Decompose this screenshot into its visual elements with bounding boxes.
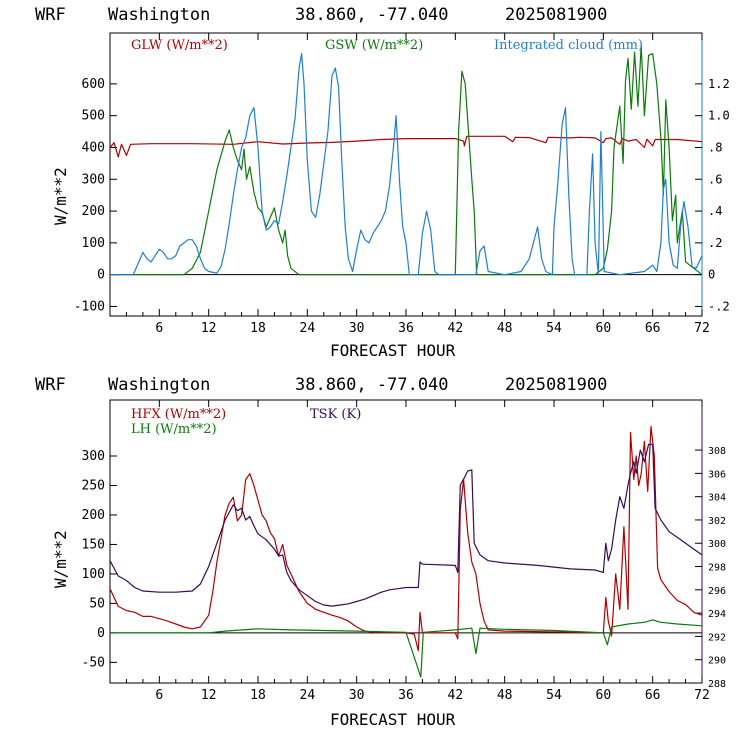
bottom-chart-series [109, 425, 703, 678]
top-chart-ticks: 6 12 18 24 30 36 42 48 54 60 66 72 -100 0 100 200 300 400… [74, 33, 730, 336]
legend-gsw: GSW (W/m**2) [325, 38, 423, 53]
x-tick-label: 6 [155, 688, 163, 703]
x-tick-label: 12 [201, 688, 217, 703]
y2-tick-label: 304 [708, 493, 726, 504]
x-tick-label: 72 [694, 688, 710, 703]
series-line-hfx [109, 425, 703, 652]
series-line-lh [110, 619, 703, 678]
bottom-chart-ylabel: W/m**2 [51, 530, 70, 588]
top-coords-label: 38.860, -77.040 [295, 5, 449, 25]
y-tick-label: 100 [82, 567, 105, 582]
bottom-chart: 6 12 18 24 30 36 42 48 54 60 66 72 -50 0 50 100 150 200 25… [51, 399, 726, 729]
x-tick-label: 42 [448, 321, 464, 336]
x-tick-label: 60 [596, 321, 612, 336]
y-tick-label: 100 [82, 236, 105, 251]
y-tick-label: 250 [82, 478, 105, 493]
y2-tick-label: 0 [708, 268, 715, 282]
x-tick-label: 24 [300, 688, 316, 703]
top-location-label: Washington [108, 5, 210, 25]
bottom-init-label: 2025081900 [505, 375, 607, 395]
x-tick-label: 24 [300, 321, 316, 336]
bottom-coords-label: 38.860, -77.040 [295, 375, 449, 395]
y2-tick-label: 306 [708, 469, 726, 480]
x-tick-label: 6 [155, 321, 163, 336]
x-tick-label: 42 [448, 688, 464, 703]
x-tick-label: 60 [596, 688, 612, 703]
y2-tick-label: .6 [708, 172, 722, 186]
legend-hfx: HFX (W/m**2) [131, 407, 226, 422]
top-header: WRF Washington 38.860, -77.040 202508190… [35, 5, 607, 25]
x-tick-label: 54 [546, 321, 562, 336]
x-tick-label: 12 [201, 321, 217, 336]
y-tick-label: 50 [89, 596, 105, 611]
y2-tick-label: .8 [708, 140, 722, 154]
y2-tick-label: 1.0 [708, 109, 730, 123]
x-tick-label: 18 [250, 688, 266, 703]
y2-tick-label: 292 [708, 632, 726, 643]
x-tick-label: 18 [250, 321, 266, 336]
top-chart-ylabel: W/m**2 [51, 167, 70, 225]
top-init-label: 2025081900 [505, 5, 607, 25]
bottom-header: WRF Washington 38.860, -77.040 202508190… [35, 375, 607, 395]
y-tick-label: 200 [82, 204, 105, 219]
x-tick-label: 54 [546, 688, 562, 703]
y2-tick-label: .4 [708, 204, 722, 218]
x-tick-label: 48 [497, 321, 513, 336]
y-tick-label: 150 [82, 537, 105, 552]
x-tick-label: 66 [645, 688, 661, 703]
y-tick-label: 300 [82, 449, 105, 464]
top-chart: 6 12 18 24 30 36 42 48 54 60 66 72 -100 0 100 200 300 400… [51, 32, 730, 360]
y-tick-label: -100 [74, 299, 105, 314]
bottom-location-label: Washington [108, 375, 210, 395]
top-chart-xlabel: FORECAST HOUR [330, 341, 456, 360]
y2-tick-label: 290 [708, 656, 726, 667]
y2-tick-label: 294 [708, 609, 726, 620]
legend-tsk: TSK (K) [310, 407, 361, 422]
bottom-chart-xlabel: FORECAST HOUR [330, 710, 456, 729]
y2-tick-label: .2 [708, 236, 722, 250]
series-line-glw [109, 135, 703, 158]
legend-lh: LH (W/m**2) [131, 422, 217, 437]
y2-tick-label: 300 [708, 539, 726, 550]
y-tick-label: 400 [82, 140, 105, 155]
series-line-integrated [110, 53, 703, 276]
top-chart-series [109, 45, 703, 276]
y-tick-label: 0 [97, 268, 105, 283]
y2-tick-label: 302 [708, 516, 726, 527]
x-tick-label: 72 [694, 321, 710, 336]
x-tick-label: 36 [398, 688, 414, 703]
y2-tick-label: 288 [708, 679, 726, 690]
y-tick-label: 500 [82, 109, 105, 124]
bottom-model-label: WRF [35, 375, 66, 395]
y-tick-label: 300 [82, 172, 105, 187]
x-tick-label: 30 [349, 321, 365, 336]
y-tick-label: 200 [82, 508, 105, 523]
y-tick-label: -50 [82, 655, 105, 670]
x-tick-label: 66 [645, 321, 661, 336]
y2-tick-label: 1.2 [708, 77, 730, 91]
x-tick-label: 30 [349, 688, 365, 703]
x-tick-label: 48 [497, 688, 513, 703]
top-model-label: WRF [35, 5, 66, 25]
y2-tick-label: -.2 [708, 299, 730, 313]
legend-integrated-cloud: Integrated cloud (mm) [494, 38, 643, 53]
y2-tick-label: 298 [708, 563, 726, 574]
legend-glw: GLW (W/m**2) [131, 38, 228, 53]
y2-tick-label: 296 [708, 586, 726, 597]
x-tick-label: 36 [398, 321, 414, 336]
y2-tick-label: 308 [708, 446, 726, 457]
y-tick-label: 0 [97, 626, 105, 641]
series-line-gsw [110, 45, 703, 276]
y-tick-label: 600 [82, 77, 105, 92]
series-line-tsk [109, 443, 703, 607]
